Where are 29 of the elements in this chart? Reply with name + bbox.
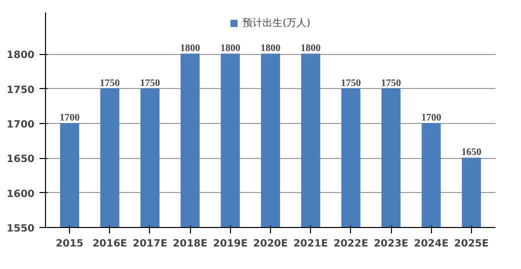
data-label: 1750 [381,78,402,89]
data-label: 1800 [260,43,280,54]
data-label: 1750 [140,78,160,89]
x-tick-label: 2018E [172,238,208,250]
x-tick-label: 2023E [374,238,409,250]
data-label: 1700 [60,112,80,124]
data-label: 1750 [100,78,120,89]
x-tick-label: 2020E [253,238,288,250]
data-label: 1650 [461,147,482,158]
x-tick-label: 2022E [334,238,368,250]
data-label: 1800 [180,43,200,54]
x-tick-label: 2016E [92,238,128,250]
legend-label: 预计出生(万人) [242,16,310,30]
data-label: 1800 [300,43,321,54]
data-label: 1750 [340,78,361,89]
y-tick-label: 1750 [6,84,35,96]
y-tick-label: 1600 [6,188,35,200]
y-tick-label: 1650 [6,154,35,166]
data-label: 1800 [220,43,240,54]
x-tick-label: 2019E [212,238,248,250]
x-tick-label: 2025E [454,238,489,250]
x-tick-label: 2015 [56,238,84,250]
x-tick-label: 2021E [293,238,328,250]
y-tick-label: 1700 [6,119,35,130]
y-tick-label: 1550 [6,224,35,234]
y-tick-label: 1800 [6,50,35,62]
x-tick-label: 2024E [414,238,449,250]
x-tick-label: 2017E [132,238,168,250]
data-label: 1700 [421,112,442,124]
